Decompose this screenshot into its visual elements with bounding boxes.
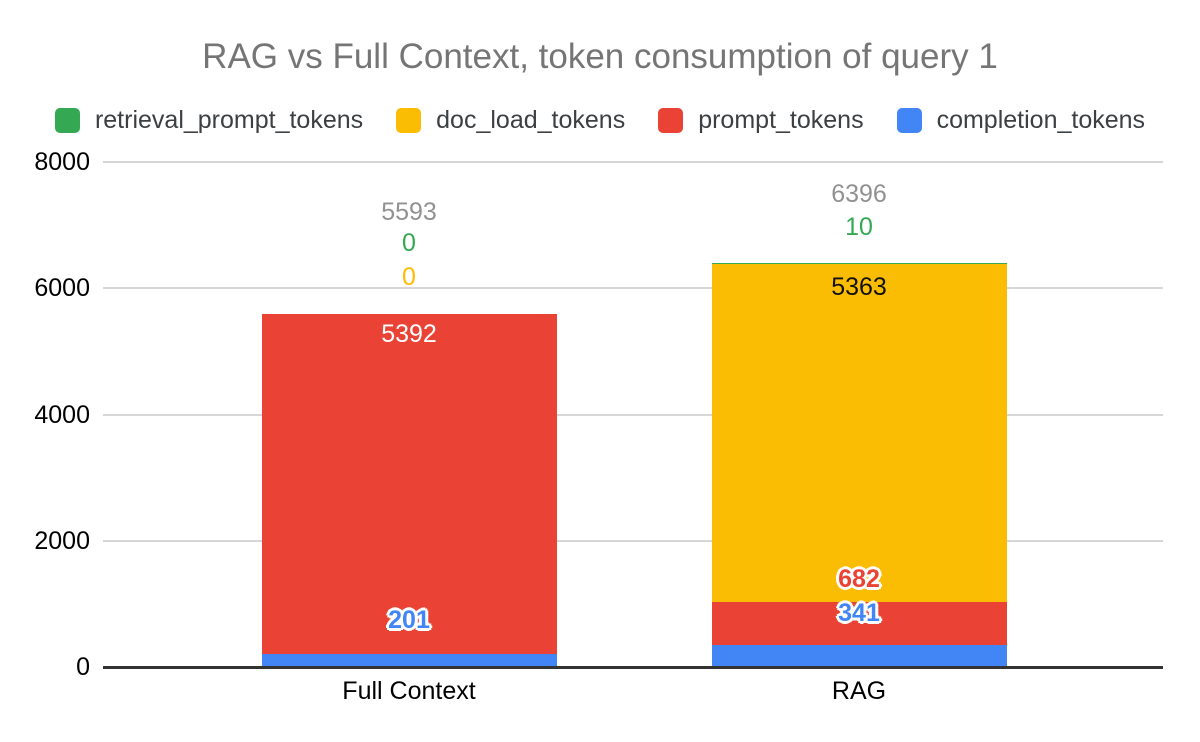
value-label-retrieval_prompt_tokens: 0 (402, 229, 416, 257)
value-label-completion_tokens: 341 (838, 599, 880, 627)
legend-item-completion_tokens: completion_tokens (896, 105, 1146, 135)
bar-segment-rag-prompt_tokens (711, 602, 1007, 646)
y-tick-label: 0 (76, 653, 90, 681)
legend-swatch-retrieval_prompt_tokens (54, 107, 80, 133)
value-label-retrieval_prompt_tokens: 10 (845, 213, 873, 241)
y-tick-label: 4000 (34, 400, 90, 429)
gridline-4000 (103, 413, 1163, 416)
y-tick-label: 6000 (34, 274, 90, 303)
bar-segment-rag-retrieval_prompt_tokens (711, 263, 1007, 264)
legend-label: completion_tokens (936, 106, 1146, 134)
chart-title: RAG vs Full Context, token consumption o… (202, 37, 998, 76)
legend-label: doc_load_tokens (436, 106, 626, 134)
bar-segment-full-context-completion_tokens (261, 654, 557, 667)
value-label-doc_load_tokens: 0 (402, 263, 416, 291)
y-tick-label: 2000 (34, 526, 90, 555)
legend-item-doc_load_tokens: doc_load_tokens (396, 105, 625, 135)
x-axis-line (103, 666, 1163, 669)
legend-label: retrieval_prompt_tokens (94, 106, 364, 134)
bar-segment-rag-completion_tokens (711, 645, 1007, 667)
total-label: 6396 (831, 180, 887, 208)
y-tick-label: 8000 (34, 148, 90, 176)
legend-item-prompt_tokens: prompt_tokens (658, 105, 864, 135)
chart-legend: retrieval_prompt_tokens doc_load_tokens pr… (0, 105, 1200, 135)
legend-swatch-doc_load_tokens (396, 107, 422, 133)
x-axis-label: Full Context (342, 677, 476, 705)
legend-swatch-completion_tokens (896, 107, 922, 133)
gridline-2000 (103, 539, 1163, 542)
value-label-prompt_tokens: 5392 (381, 320, 437, 348)
legend-swatch-prompt_tokens (658, 107, 684, 133)
legend-item-retrieval_prompt_tokens: retrieval_prompt_tokens (54, 105, 364, 135)
bar-segment-full-context-prompt_tokens (261, 313, 557, 655)
legend-label: prompt_tokens (698, 106, 864, 134)
value-label-prompt_tokens: 682 (838, 565, 880, 593)
total-label: 5593 (381, 198, 437, 226)
bar-segment-rag-doc_load_tokens (711, 263, 1007, 603)
x-axis-label: RAG (831, 677, 887, 705)
value-label-doc_load_tokens: 5363 (831, 273, 887, 301)
value-label-completion_tokens: 201 (388, 606, 430, 634)
gridline-8000 (103, 161, 1163, 163)
gridline-6000 (103, 287, 1163, 290)
